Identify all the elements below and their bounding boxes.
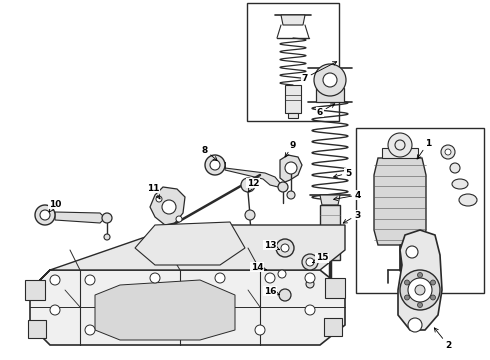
- Circle shape: [255, 325, 265, 335]
- Bar: [325, 278, 345, 298]
- Text: 12: 12: [247, 179, 259, 192]
- Ellipse shape: [452, 179, 468, 189]
- Circle shape: [85, 275, 95, 285]
- Circle shape: [104, 234, 110, 240]
- Text: 4: 4: [334, 190, 361, 201]
- Bar: [285, 85, 301, 113]
- Circle shape: [241, 178, 255, 192]
- Circle shape: [281, 244, 289, 252]
- Circle shape: [279, 289, 291, 301]
- Text: 5: 5: [334, 168, 351, 178]
- Text: 8: 8: [202, 145, 217, 161]
- Circle shape: [431, 295, 436, 300]
- Ellipse shape: [459, 194, 477, 206]
- Polygon shape: [225, 162, 280, 187]
- Bar: [316, 88, 344, 102]
- Circle shape: [50, 275, 60, 285]
- Polygon shape: [273, 266, 291, 282]
- Circle shape: [305, 273, 315, 283]
- Polygon shape: [55, 212, 105, 223]
- Circle shape: [415, 285, 425, 295]
- Circle shape: [408, 318, 422, 332]
- Circle shape: [323, 73, 337, 87]
- Circle shape: [400, 270, 440, 310]
- Circle shape: [35, 205, 55, 225]
- Circle shape: [85, 325, 95, 335]
- Bar: [356, 128, 484, 293]
- Text: 7: 7: [302, 62, 337, 82]
- Polygon shape: [374, 158, 426, 245]
- Bar: [28, 320, 46, 338]
- Polygon shape: [281, 15, 305, 25]
- Circle shape: [205, 155, 225, 175]
- Circle shape: [156, 196, 162, 202]
- Circle shape: [441, 145, 455, 159]
- Bar: [276, 239, 294, 257]
- Circle shape: [450, 163, 460, 173]
- Circle shape: [395, 140, 405, 150]
- Circle shape: [408, 278, 432, 302]
- Circle shape: [50, 305, 60, 315]
- Circle shape: [406, 246, 418, 258]
- Text: 1: 1: [417, 139, 431, 159]
- Circle shape: [176, 216, 182, 222]
- Circle shape: [265, 273, 275, 283]
- Text: 13: 13: [264, 240, 279, 250]
- Polygon shape: [30, 270, 345, 345]
- Circle shape: [278, 182, 288, 192]
- Polygon shape: [135, 222, 245, 265]
- Bar: [320, 205, 340, 260]
- Polygon shape: [320, 195, 340, 205]
- Polygon shape: [95, 280, 235, 340]
- Circle shape: [215, 273, 225, 283]
- Circle shape: [314, 64, 346, 96]
- Text: 16: 16: [264, 287, 279, 296]
- Circle shape: [278, 270, 286, 278]
- Bar: [324, 318, 342, 336]
- Circle shape: [285, 162, 297, 174]
- Circle shape: [276, 239, 294, 257]
- Circle shape: [417, 302, 422, 307]
- Text: 9: 9: [285, 140, 296, 157]
- Bar: [288, 113, 298, 118]
- Circle shape: [405, 295, 410, 300]
- Circle shape: [210, 160, 220, 170]
- Bar: [382, 148, 418, 158]
- Circle shape: [417, 273, 422, 278]
- Bar: [247, 3, 339, 121]
- Text: 2: 2: [434, 328, 451, 350]
- Text: 14: 14: [251, 262, 267, 271]
- Circle shape: [150, 273, 160, 283]
- Text: 15: 15: [313, 253, 328, 263]
- Polygon shape: [30, 225, 345, 290]
- Text: 3: 3: [343, 211, 360, 223]
- Polygon shape: [280, 155, 302, 182]
- Circle shape: [306, 280, 314, 288]
- Circle shape: [445, 149, 451, 155]
- Bar: [25, 280, 45, 300]
- Circle shape: [287, 191, 295, 199]
- Circle shape: [162, 200, 176, 214]
- Circle shape: [388, 133, 412, 157]
- Text: 10: 10: [49, 199, 61, 212]
- Circle shape: [302, 254, 318, 270]
- Circle shape: [306, 258, 314, 266]
- Polygon shape: [150, 187, 185, 225]
- Polygon shape: [398, 230, 442, 330]
- Circle shape: [305, 305, 315, 315]
- Circle shape: [40, 210, 50, 220]
- Circle shape: [431, 280, 436, 285]
- Circle shape: [245, 210, 255, 220]
- Circle shape: [102, 213, 112, 223]
- Text: 11: 11: [147, 184, 160, 199]
- Text: 6: 6: [317, 104, 335, 117]
- Circle shape: [405, 280, 410, 285]
